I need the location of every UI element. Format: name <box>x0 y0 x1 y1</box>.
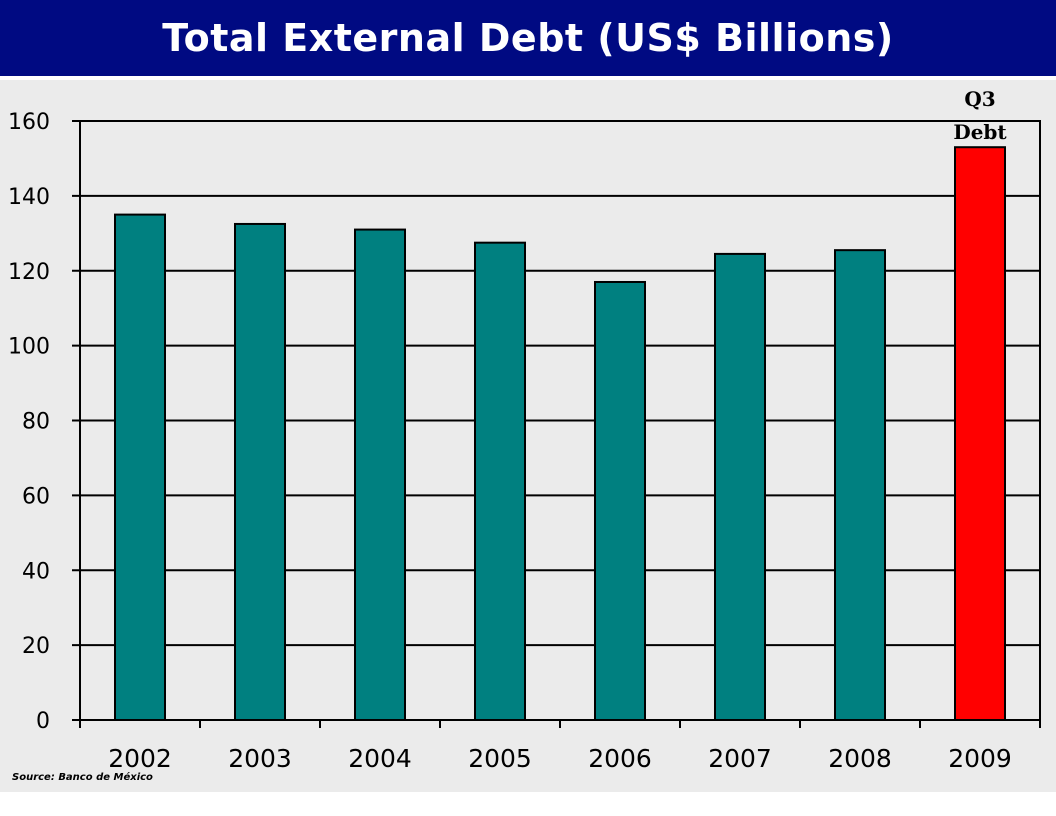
y-tick-label: 140 <box>8 185 50 210</box>
x-tick-label: 2009 <box>948 744 1012 773</box>
y-tick-label: 80 <box>22 410 50 435</box>
x-tick-label: 2007 <box>708 744 772 773</box>
y-tick-label: 60 <box>22 484 50 509</box>
bar <box>594 280 646 721</box>
bar <box>474 241 526 721</box>
bar-annotation: Debt <box>953 120 1007 144</box>
y-tick-label: 160 <box>8 110 50 135</box>
y-tick-label: 40 <box>22 559 50 584</box>
y-tick-label: 20 <box>22 634 50 659</box>
bar <box>714 252 766 721</box>
y-tick-label: 0 <box>36 709 50 734</box>
bar-annotation: Q3 <box>964 87 995 111</box>
chart-title: Total External Debt (US$ Billions) <box>162 16 894 60</box>
chart-title-bar: Total External Debt (US$ Billions) <box>0 0 1056 76</box>
bar <box>954 146 1006 722</box>
x-tick-label: 2003 <box>228 744 292 773</box>
x-tick-label: 2002 <box>108 744 172 773</box>
y-tick-label: 120 <box>8 260 50 285</box>
x-tick-label: 2006 <box>588 744 652 773</box>
y-tick-label: 100 <box>8 335 50 360</box>
bar <box>114 213 166 721</box>
bar <box>234 222 286 721</box>
source-note: Source: Banco de México <box>12 772 153 783</box>
x-tick-label: 2005 <box>468 744 532 773</box>
x-tick-label: 2004 <box>348 744 412 773</box>
bar <box>834 249 886 722</box>
x-tick-label: 2008 <box>828 744 892 773</box>
bar <box>354 228 406 721</box>
